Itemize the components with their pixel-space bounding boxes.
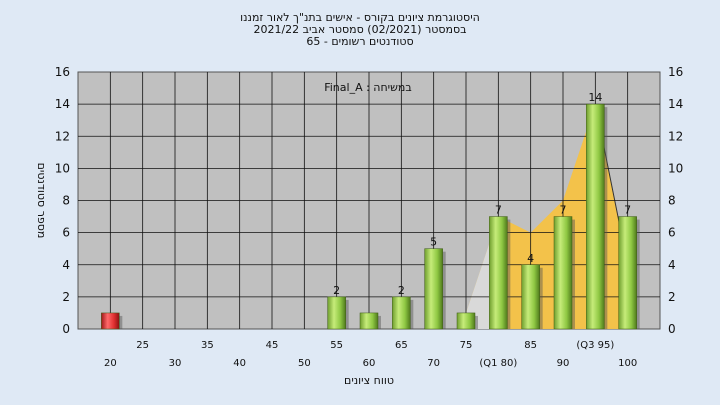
chart-title-line-1: היסטוגרמת ציונים בקורס - אישים בתנ"ך לאו… [240,11,480,24]
bar [553,216,573,330]
y-tick-right: 12 [668,129,683,143]
y-tick-right: 16 [668,65,683,79]
y-tick-right: 14 [668,97,683,111]
y-tick-right: 4 [668,258,676,272]
x-tick-upper: 65 [395,340,408,351]
x-tick-upper: 85 [524,340,537,351]
x-tick-lower: 40 [233,358,246,369]
bar [618,216,637,330]
y-tick-right: 6 [668,226,676,240]
bar [101,312,120,330]
x-tick-lower: 90 [557,358,570,369]
y-tick-left: 6 [62,226,70,240]
y-tick-left: 0 [62,322,70,336]
bar [359,312,379,330]
x-tick-lower: 100 [618,358,637,369]
bar [489,216,508,330]
bar-value-label: 2 [333,284,340,297]
x-tick-lower: 30 [169,358,182,369]
value-labels: 2 2 5 7 4 7 14 7 [333,91,631,297]
bar [392,296,411,330]
x-tick-lower: 20 [104,358,117,369]
x-tick-lower: 60 [363,358,376,369]
x-tick-lower: 70 [427,358,440,369]
y-tick-left: 12 [55,129,70,143]
y-tick-left: 8 [62,194,70,208]
chart-title-line-2: בסמסטר (02/2021) סמסטר אביב 2021/22 [253,23,467,36]
y-tick-left: 14 [55,97,70,111]
y-tick-right: 10 [668,161,683,175]
bar [521,264,540,330]
bar-value-label: 5 [430,236,437,249]
y-tick-right: 2 [668,290,676,304]
x-tick-lower: (Q1 80) [479,358,517,369]
bar-value-label: 2 [398,284,405,297]
y-tick-left: 16 [55,65,70,79]
bar [327,296,346,330]
chart-title-line-3: סטודנטים רשומים - 65 [306,35,414,48]
y-axis-title: מספר סטודנטים [35,163,48,239]
bar-value-label: 7 [495,204,502,217]
x-axis-title: טווח ציונים [344,374,394,387]
y-tick-left: 10 [55,161,70,175]
x-tick-upper: (Q3 95) [576,340,614,351]
bar-value-label: 4 [527,252,534,265]
bar [586,103,605,330]
bar [456,312,476,330]
bar-value-label: 7 [624,204,631,217]
y-tick-right: 8 [668,194,676,208]
x-tick-upper: 25 [136,340,149,351]
bars [101,103,640,330]
bar-value-label: 14 [588,91,602,104]
x-tick-upper: 45 [266,340,279,351]
grid-lines [78,72,660,329]
bar-value-label: 7 [560,204,567,217]
y-tick-right: 0 [668,322,676,336]
x-tick-upper: 35 [201,340,214,351]
x-tick-upper: 55 [330,340,343,351]
chart-annotation: Final_A : במשיחה [324,81,412,94]
x-tick-upper: 75 [460,340,473,351]
bar [424,248,443,330]
x-tick-lower: 50 [298,358,311,369]
y-tick-left: 2 [62,290,70,304]
y-tick-left: 4 [62,258,70,272]
